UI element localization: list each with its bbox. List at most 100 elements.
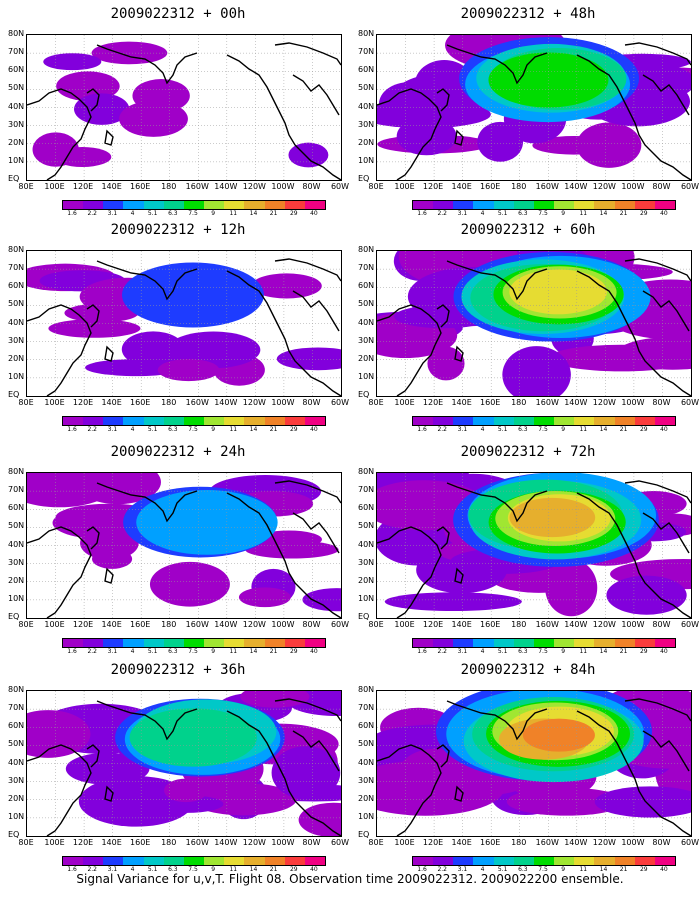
latitude-label: 80N [358,467,375,476]
colorbar-label: 40 [660,648,668,655]
colorbar-swatch [413,201,434,209]
longitude-label: 100E [394,398,415,407]
colorbar-swatch [183,201,205,209]
colorbar-label: 3.1 [457,210,468,217]
longitude-label: 60W [330,838,350,847]
colorbar-label: 7.5 [538,648,548,655]
colorbar-label: 14 [599,866,608,873]
colorbar-label: 5.1 [497,210,508,217]
colorbar-label: 29 [639,426,648,433]
latitude-label: 10N [358,811,375,821]
latitude-label: 40N [8,317,25,327]
longitude-label: 140E [101,182,122,191]
colorbar-swatch [574,857,595,865]
latitude-label: 10N [8,811,25,821]
latitude-label: 60N [8,281,25,291]
colorbar-label: 29 [639,210,648,217]
signal-variance-map [377,35,691,180]
colorbar-swatch [143,857,164,865]
variance-region [384,592,522,612]
longitude-label: 100E [394,838,415,847]
latitude-label: 40N [358,317,375,327]
longitude-label: 120E [422,398,444,407]
colorbar-label: 6.3 [518,426,528,433]
colorbar-swatch [554,201,575,209]
colorbar-swatch [574,201,595,209]
colorbar-label: 5.1 [147,426,158,433]
colorbar-label: 21 [619,648,628,655]
variance-region [164,778,208,803]
latitude-label: 60N [8,721,25,731]
longitude-label: 120E [72,620,94,629]
longitude-label: 140W [214,182,238,191]
signal-variance-map [27,251,341,396]
colorbar-swatch [103,201,124,209]
colorbar-label: 29 [289,866,298,873]
latitude-label: 80N [8,245,25,254]
colorbar-label: 7.5 [188,866,198,873]
colorbar-swatch [123,857,144,865]
longitude-label: 80W [652,182,671,191]
variance-core [136,489,278,555]
longitude-label: 160W [185,620,209,629]
longitude-labels: 80E 100E 120E 140E 160E 180 160W 140W 120W 100W 80… [366,398,700,408]
colorbar-label: 2.2 [437,210,447,217]
colorbar-label: 21 [269,866,278,873]
colorbar-swatch [433,639,454,647]
latitude-label: 60N [358,721,375,731]
latitude-label: 50N [358,299,375,309]
colorbar-swatch [473,857,494,865]
colorbar-label: 9 [211,210,216,217]
colorbar-label: 5.1 [497,426,508,433]
longitude-label: 120E [422,838,444,847]
colorbar-label: 40 [660,866,668,873]
latitude-label: 20N [8,793,25,803]
colorbar-labels: 1.6 2.2 3.1 4 5.1 6.3 7.5 9 11 14 21 29 40 [412,866,674,874]
colorbar-swatch [224,639,245,647]
colorbar-label: 2.2 [87,210,97,217]
latitude-label: 50N [358,521,375,531]
colorbar-swatch [634,417,655,425]
latitude-labels: 80N 70N 60N 50N 40N 30N 20N 10N EQ [358,467,376,621]
longitude-label: 160E [130,398,151,407]
signal-variance-map [377,473,691,618]
longitude-label: 160E [130,620,151,629]
map-panel: 2009022312 + 60h 80N 70N 60N 50N 40N 30N 20N 10N… [358,222,700,433]
colorbar-label: 1.6 [67,426,77,433]
variance-region [594,786,691,818]
colorbar-swatch [204,417,225,425]
colorbar-swatch [654,857,676,865]
longitude-label: 80W [302,398,321,407]
colorbar [62,638,326,648]
latitude-label: 80N [8,685,25,694]
colorbar-swatch [304,201,326,209]
latitude-label: 70N [8,47,25,57]
figure-caption: Signal Variance for u,v,T. Flight 08. Ob… [76,872,624,886]
colorbar-swatch [163,201,184,209]
colorbar-swatch [244,201,265,209]
colorbar-label: 4 [130,426,135,433]
colorbar-swatch [554,639,575,647]
coastline [27,698,341,836]
longitude-label: 100W [271,838,295,847]
latitude-label: 40N [358,101,375,111]
longitude-label: 120W [242,398,266,407]
colorbar-swatch [284,417,305,425]
longitude-label: 100W [271,182,295,191]
colorbar-label: 4 [480,866,485,873]
colorbar-label: 11 [229,866,238,873]
colorbar-label: 6.3 [168,866,178,873]
longitude-label: 140W [214,620,238,629]
colorbar-label: 7.5 [538,210,548,217]
longitude-label: 160W [535,398,559,407]
colorbar-label: 40 [310,210,318,217]
longitude-label: 100E [44,838,65,847]
longitude-label: 140W [564,398,588,407]
variance-region [532,136,616,155]
colorbar [412,856,676,866]
longitude-label: 80W [652,620,671,629]
signal-variance-map [377,251,691,396]
variance-region [27,710,91,758]
colorbar [62,856,326,866]
colorbar-label: 29 [639,648,648,655]
